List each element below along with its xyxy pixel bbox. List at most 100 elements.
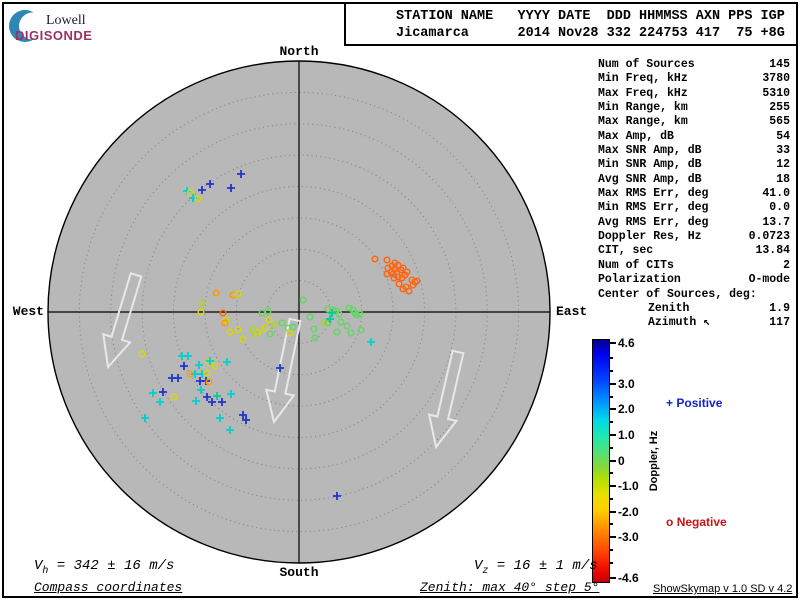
stats-row: Max Amp, dB 54 (598, 130, 790, 144)
stats-label: Avg SNR Amp, dB (598, 172, 702, 186)
source-point-positive (276, 364, 284, 372)
colorbar-tick (609, 523, 613, 526)
source-point-positive (195, 361, 203, 369)
source-point-negative (306, 313, 314, 321)
colorbar-tick (609, 548, 613, 551)
colorbar-tick (609, 472, 613, 475)
vh-rest: = 342 ± 16 m/s (48, 558, 175, 574)
source-point-negative (403, 268, 411, 276)
colorbar-tick (609, 421, 613, 424)
source-point-negative (394, 273, 402, 281)
source-point-positive (333, 492, 341, 500)
stats-value: 12 (776, 158, 790, 172)
stats-value: 18 (776, 172, 790, 186)
source-point-positive (223, 358, 231, 366)
source-point-negative (337, 318, 345, 326)
source-point-negative (311, 334, 319, 342)
source-point-positive (203, 393, 211, 401)
colorbar-tick-label: 1.0 (618, 427, 635, 442)
drift-arrow (427, 349, 465, 450)
app-version-label: ShowSkymap v 1.0 SD v 4.2 (653, 583, 793, 595)
colorbar-tick-label: -1.0 (618, 479, 639, 494)
stats-label: Center of Sources, deg: (598, 287, 757, 301)
source-point-positive (216, 414, 224, 422)
stats-value: 5310 (762, 86, 790, 100)
doppler-colorbar-gradient (592, 339, 610, 583)
stats-label: Max SNR Amp, dB (598, 144, 702, 158)
source-point-positive (191, 370, 199, 378)
stats-row: Zenith 1.9 (598, 302, 790, 316)
stats-value: 13.7 (762, 215, 790, 229)
source-point-positive (206, 180, 214, 188)
colorbar-tick (609, 382, 616, 385)
source-point-negative (343, 322, 351, 330)
stats-value: 145 (769, 58, 790, 71)
source-point-negative (395, 280, 403, 288)
source-point-positive (156, 398, 164, 406)
source-point-negative (211, 362, 219, 370)
stats-value: 565 (769, 115, 790, 129)
source-point-negative (405, 287, 413, 295)
stats-value: 41.0 (762, 187, 790, 201)
colorbar-tick (609, 370, 613, 373)
source-point-negative (205, 358, 213, 366)
colorbar-tick (609, 561, 613, 564)
source-point-positive (326, 315, 334, 323)
stats-label: Max Range, km (598, 115, 688, 129)
source-point-negative (399, 264, 407, 272)
source-point-positive (367, 338, 375, 346)
header-station-values: Jicamarca 2014 Nov28 332 224753 417 75 +… (396, 26, 785, 41)
legend-positive: + Positive (666, 396, 722, 410)
colorbar-tick-label: -2.0 (618, 504, 639, 519)
drift-arrow (102, 272, 143, 370)
plus-marker-icon: + (666, 396, 674, 410)
legend-positive-label: Positive (676, 396, 723, 410)
source-point-negative (265, 316, 273, 324)
stats-label: Min SNR Amp, dB (598, 158, 702, 172)
source-point-negative (399, 285, 407, 293)
source-point-positive (180, 362, 188, 370)
source-point-positive (174, 374, 182, 382)
stats-value: 3780 (762, 72, 790, 86)
drift-arrow (264, 317, 302, 425)
stats-row: Avg SNR Amp, dB 18 (598, 173, 790, 187)
source-point-positive (242, 416, 250, 424)
source-point-negative (278, 319, 286, 327)
colorbar-tick (609, 357, 613, 360)
source-point-negative (234, 290, 242, 298)
stats-value: 13.84 (755, 244, 790, 258)
stats-label: Max Amp, dB (598, 129, 674, 143)
colorbar-tick (609, 485, 616, 488)
stats-value: O-mode (748, 273, 790, 287)
stats-row: CIT, sec 13.84 (598, 244, 790, 258)
source-point-negative (226, 328, 234, 336)
vh-subscript: h (42, 565, 49, 577)
source-point-negative (357, 326, 365, 334)
source-point-negative (219, 309, 227, 317)
coordinates-note: Compass coordinates (34, 580, 183, 595)
stats-label: Min Range, km (598, 101, 688, 115)
source-point-negative (320, 319, 328, 327)
colorbar-tick (609, 497, 613, 500)
source-point-positive (227, 184, 235, 192)
colorbar-tick (609, 459, 616, 462)
colorbar-tick (609, 536, 616, 539)
colorbar-tick (609, 395, 613, 398)
source-point-positive (239, 411, 247, 419)
stats-value: 54 (776, 129, 790, 143)
source-point-negative (299, 296, 307, 304)
source-point-positive (213, 392, 221, 400)
logo-lowell-text: Lowell (46, 13, 86, 28)
stats-row: Max Freq, kHz 5310 (598, 87, 790, 101)
stats-label: Max RMS Err, deg (598, 187, 709, 201)
circle-marker-icon: o (666, 515, 674, 529)
source-point-positive (197, 386, 205, 394)
source-point-negative (356, 310, 364, 318)
source-point-positive (328, 309, 336, 317)
stats-row: Avg RMS Err, deg 13.7 (598, 216, 790, 230)
source-point-positive (159, 388, 167, 396)
source-point-negative (383, 256, 391, 264)
source-point-negative (239, 335, 247, 343)
zenith-range-note: Zenith: max 40° step 5° (420, 580, 600, 595)
stats-label: Max Freq, kHz (598, 86, 688, 100)
